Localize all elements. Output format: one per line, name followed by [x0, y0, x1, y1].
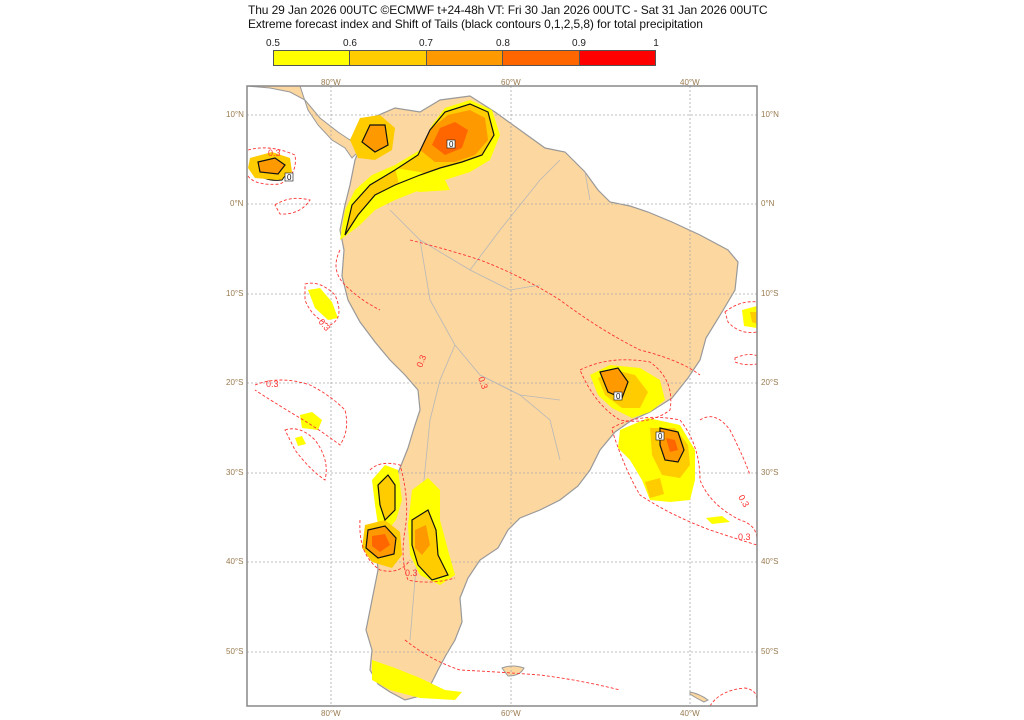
lat-label-right: 30°S	[761, 468, 779, 477]
lon-label-top: 60°W	[501, 78, 521, 87]
lat-label-left: 40°S	[226, 557, 244, 566]
graticule	[247, 86, 757, 706]
colorbar-segment-0.8-0.9	[503, 51, 580, 65]
svg-text:0.3: 0.3	[268, 148, 281, 158]
svg-text:0.3: 0.3	[414, 354, 428, 369]
efi-colorbar-legend: 0.5 0.6 0.7 0.8 0.9 1	[266, 38, 659, 70]
lat-label-left: 30°S	[226, 468, 244, 477]
colorbar-segment-0.6-0.7	[350, 51, 427, 65]
lon-label-bottom: 60°W	[501, 709, 521, 718]
country-borders	[389, 159, 591, 641]
efi-shading	[248, 100, 757, 700]
legend-tick: 0.8	[496, 38, 510, 49]
lat-label-left: 10°N	[226, 110, 244, 119]
svg-text:0.3: 0.3	[266, 379, 279, 389]
lat-label-left: 0°N	[230, 199, 244, 208]
lon-label-top: 40°W	[680, 78, 700, 87]
colorbar-segment-0.9-1	[579, 51, 656, 65]
sot-labels: 0 0 0 0	[284, 139, 665, 441]
svg-text:0.3: 0.3	[738, 532, 751, 542]
lat-label-right: 20°S	[761, 378, 779, 387]
colorbar-segment-0.5-0.6	[274, 51, 351, 65]
lat-label-left: 50°S	[226, 647, 244, 656]
svg-text:0: 0	[616, 392, 621, 401]
colorbar-segment-0.7-0.8	[426, 51, 504, 65]
lat-label-right: 10°N	[761, 110, 779, 119]
lat-label-left: 20°S	[226, 378, 244, 387]
legend-tick: 0.9	[572, 38, 586, 49]
map-frame	[246, 85, 758, 707]
sot-contours	[257, 103, 685, 581]
lon-label-bottom: 40°W	[680, 709, 700, 718]
chart-title-line2: Extreme forecast index and Shift of Tail…	[248, 17, 703, 31]
lon-label-bottom: 80°W	[321, 709, 341, 718]
legend-tick: 0.5	[266, 38, 280, 49]
lon-label-top: 80°W	[321, 78, 341, 87]
legend-tick: 0.7	[419, 38, 433, 49]
lat-label-right: 50°S	[761, 647, 779, 656]
colorbar	[273, 50, 656, 66]
south-georgia-island	[689, 691, 709, 703]
svg-text:0.3: 0.3	[405, 568, 418, 578]
legend-tick: 0.6	[343, 38, 357, 49]
svg-text:0: 0	[658, 432, 663, 441]
svg-text:0: 0	[287, 173, 292, 182]
svg-text:0: 0	[449, 140, 454, 149]
efi-0.3-contours	[247, 147, 757, 706]
legend-tick: 1	[653, 38, 659, 49]
lat-label-right: 0°N	[761, 199, 775, 208]
lat-label-right: 40°S	[761, 557, 779, 566]
chart-title-line1: Thu 29 Jan 2026 00UTC ©ECMWF t+24-48h VT…	[248, 3, 768, 17]
lat-label-right: 10°S	[761, 289, 779, 298]
svg-text:0.3: 0.3	[476, 375, 490, 390]
lat-label-left: 10°S	[226, 289, 244, 298]
